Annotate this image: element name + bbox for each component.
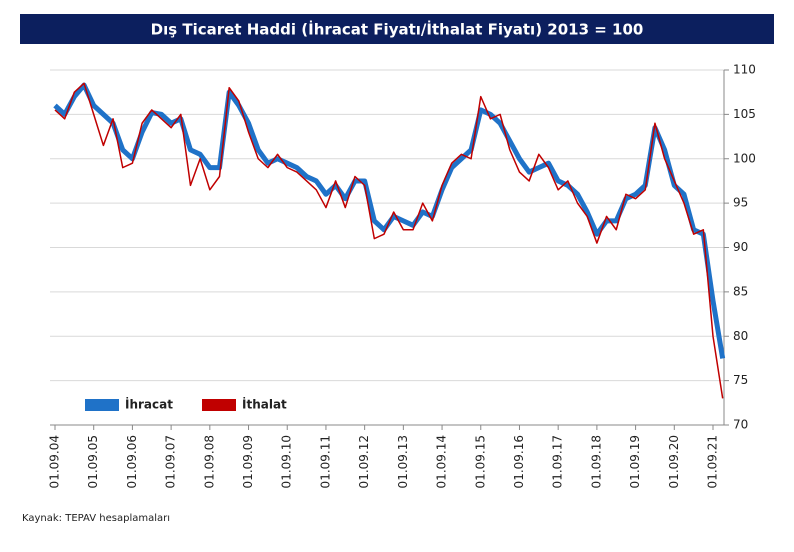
legend-label: İhracat [125,397,173,412]
legend-swatch [85,399,119,411]
x-tick-label: 01.09.05 [86,435,100,488]
y-tick-label: 90 [733,240,748,254]
x-tick-label: 01.09.09 [241,435,255,488]
y-tick-label: 100 [733,151,756,165]
x-tick-label: 01.09.08 [202,435,216,488]
x-tick-label: 01.09.15 [473,435,487,488]
y-tick-label: 105 [733,107,756,121]
line-series [54,82,724,399]
y-tick-label: 95 [733,196,748,210]
x-tick-label: 01.09.20 [667,435,681,488]
x-tick-label: 01.09.17 [551,435,565,488]
x-tick-label: 01.09.16 [512,435,526,488]
y-tick-label: 110 [733,63,756,77]
x-tick-label: 01.09.18 [589,435,603,488]
source: Kaynak: TEPAV hesaplamaları [22,513,170,524]
x-tick-label: 01.09.13 [396,435,410,488]
y-tick-label: 80 [733,329,748,343]
x-tick-label: 01.09.10 [280,435,294,488]
y-tick-label: 75 [733,373,748,387]
x-tick-label: 01.09.14 [435,435,449,488]
x-tick-label: 01.09.21 [706,435,720,488]
x-tick-label: 01.09.04 [48,435,62,488]
x-tick-label: 01.09.12 [357,435,371,488]
x-tick-label: 01.09.06 [125,435,139,488]
y-tick-label: 70 [733,418,748,432]
x-tick-label: 01.09.07 [164,435,178,488]
title-bar [20,14,774,44]
legend-swatch [202,399,236,411]
y-tick-label: 85 [733,284,748,298]
chart-title: Dış Ticaret Haddi (İhracat Fiyatı/İthala… [151,20,644,39]
legend-label: İthalat [242,397,287,412]
x-tick-label: 01.09.19 [628,435,642,488]
x-tick-label: 01.09.11 [318,435,332,488]
